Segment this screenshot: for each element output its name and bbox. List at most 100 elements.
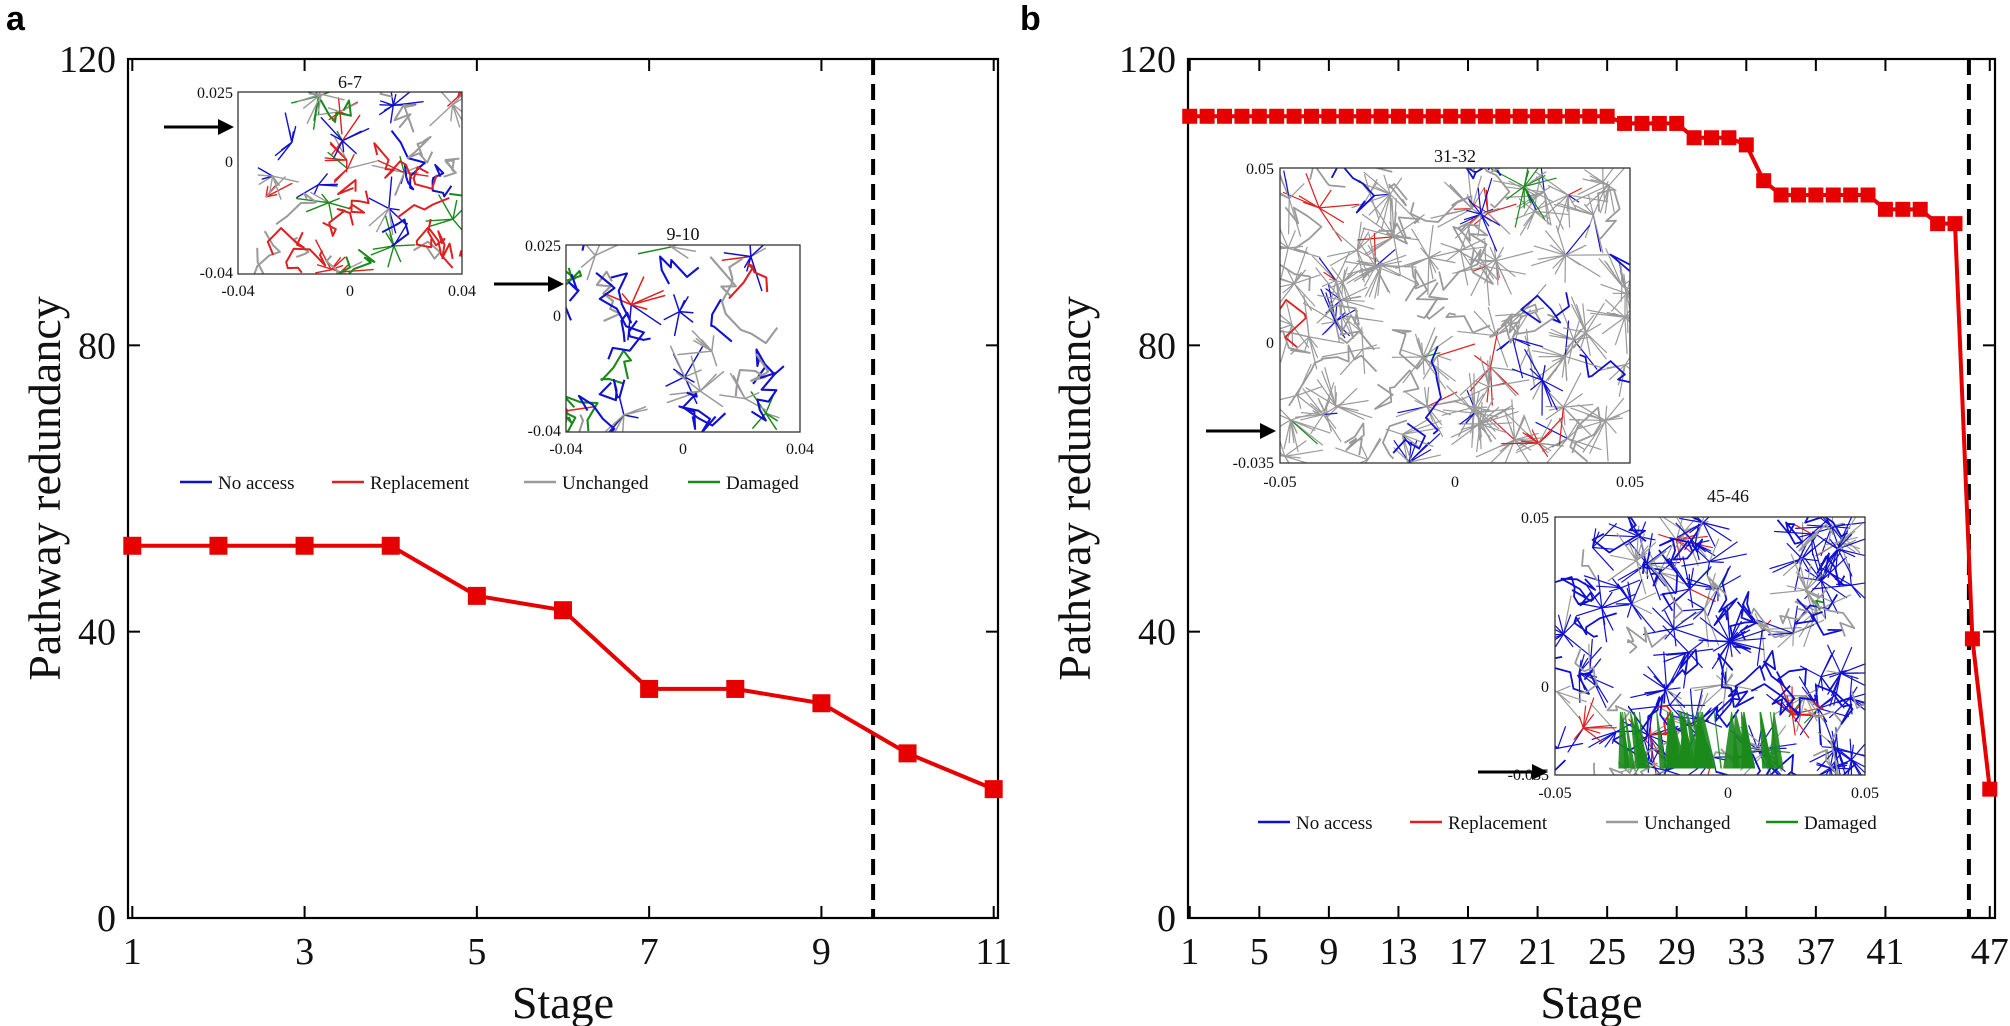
inset-network-45-46: 45-46 0.05 0 -0.035 -0.05 0 0.05 <box>1478 486 1879 802</box>
data-point <box>640 679 659 698</box>
data-point <box>1373 108 1389 124</box>
inset-xtick: -0.04 <box>221 283 254 300</box>
data-point <box>1460 108 1476 124</box>
inset-xtick: 0 <box>1724 785 1732 802</box>
data-point <box>1773 187 1789 203</box>
network-graph <box>1555 517 1865 775</box>
inset-network-9-10: 9-10 0.025 0 -0.04 -0.04 0 0.04 <box>494 224 814 458</box>
legend: No access Replacement Unchanged Damaged <box>1258 813 1877 834</box>
inset-xtick: -0.05 <box>1538 785 1571 802</box>
data-point <box>1234 108 1250 124</box>
x-tick-label: 3 <box>295 931 314 973</box>
panel-letter-b: b <box>1020 0 1041 38</box>
data-point <box>1512 108 1528 124</box>
inset-frame <box>1279 167 1631 464</box>
inset-frame <box>1554 516 1866 776</box>
axis-ticks: 0 40 80 120 1 3 5 7 9 11 <box>59 39 1012 973</box>
data-point <box>1408 108 1424 124</box>
y-axis-title: Pathway redundancy <box>19 296 70 681</box>
data-point <box>1356 108 1372 124</box>
data-point <box>1495 108 1511 124</box>
legend-label: Damaged <box>726 473 799 494</box>
plot-frame <box>126 57 1000 920</box>
x-tick-label: 25 <box>1588 931 1626 973</box>
x-tick-label: 9 <box>1319 931 1338 973</box>
inset-ytick: 0.025 <box>197 85 233 102</box>
y-tick-label: 80 <box>1138 325 1176 367</box>
data-point <box>1582 108 1598 124</box>
data-point <box>123 536 142 555</box>
inset-ytick: -0.04 <box>200 265 233 282</box>
legend: No access Replacement Unchanged Damaged <box>180 473 799 494</box>
inset-xtick: 0 <box>346 283 354 300</box>
data-point <box>467 586 486 605</box>
data-point <box>1634 115 1650 131</box>
x-tick-label: 5 <box>467 931 486 973</box>
data-point <box>1912 201 1928 217</box>
legend-label: No access <box>218 473 295 494</box>
inset-network-6-7: 6-7 0.025 0 -0.04 -0.04 0 0.04 <box>164 72 476 300</box>
data-point <box>898 744 917 763</box>
y-tick-label: 0 <box>1157 898 1176 940</box>
y-tick-label: 120 <box>59 39 116 81</box>
inset-xtick: 0.05 <box>1851 785 1879 802</box>
inset-title: 45-46 <box>1707 486 1749 506</box>
chart-panel-a: 0 40 80 120 1 3 5 7 9 11 Pathway redundancy Stage… <box>19 39 1012 1026</box>
inset-ytick: 0.05 <box>1521 510 1549 527</box>
x-tick-label: 9 <box>812 931 831 973</box>
data-point <box>1547 108 1563 124</box>
data-point <box>1269 108 1285 124</box>
y-tick-label: 40 <box>1138 612 1176 654</box>
data-point <box>1530 108 1546 124</box>
data-point <box>1217 108 1233 124</box>
inset-ytick: 0 <box>225 154 233 171</box>
series-points <box>123 536 1003 799</box>
x-tick-label: 1 <box>1180 931 1199 973</box>
arrow-icon <box>1206 423 1276 439</box>
data-point <box>1947 216 1963 232</box>
data-point <box>1825 187 1841 203</box>
chart-panel-b: 0 40 80 120 1 5 9 13 17 21 25 29 33 37 41 47 Pathway re… <box>1049 39 2009 1026</box>
network-graph <box>566 245 785 432</box>
arrow-icon <box>164 119 234 135</box>
legend-label: Unchanged <box>1644 813 1731 834</box>
y-tick-label: 120 <box>1119 39 1176 81</box>
inset-title: 6-7 <box>338 72 362 92</box>
legend-label: Damaged <box>1804 813 1877 834</box>
data-point <box>1303 108 1319 124</box>
data-point <box>1686 130 1702 146</box>
legend-label: No access <box>1296 813 1373 834</box>
x-tick-label: 37 <box>1797 931 1835 973</box>
x-tick-label: 21 <box>1519 931 1557 973</box>
data-point <box>1669 115 1685 131</box>
inset-frame <box>565 244 801 433</box>
x-tick-label: 17 <box>1449 931 1487 973</box>
y-tick-label: 80 <box>78 325 116 367</box>
inset-xtick: -0.05 <box>1263 474 1296 491</box>
legend-label: Replacement <box>370 473 470 494</box>
legend-label: Unchanged <box>562 473 649 494</box>
data-point <box>726 679 745 698</box>
inset-ytick: 0.05 <box>1246 161 1274 178</box>
x-tick-label: 33 <box>1727 931 1765 973</box>
series-points <box>1182 108 1998 797</box>
inset-ytick: 0 <box>1541 679 1549 696</box>
inset-ytick: 0 <box>553 308 561 325</box>
data-point <box>1704 130 1720 146</box>
data-point <box>1930 216 1946 232</box>
data-point <box>1895 201 1911 217</box>
x-tick-label: 5 <box>1250 931 1269 973</box>
data-point <box>381 536 400 555</box>
data-point <box>1843 187 1859 203</box>
data-point <box>1790 187 1806 203</box>
x-axis-title: Stage <box>1540 977 1642 1026</box>
inset-xtick: 0.04 <box>786 441 814 458</box>
data-point <box>1617 115 1633 131</box>
y-tick-label: 40 <box>78 612 116 654</box>
x-tick-label: 7 <box>640 931 659 973</box>
arrow-icon <box>494 276 564 292</box>
data-point <box>1390 108 1406 124</box>
data-point <box>1251 108 1267 124</box>
network-graph <box>1280 168 1630 463</box>
data-point <box>1964 631 1980 647</box>
